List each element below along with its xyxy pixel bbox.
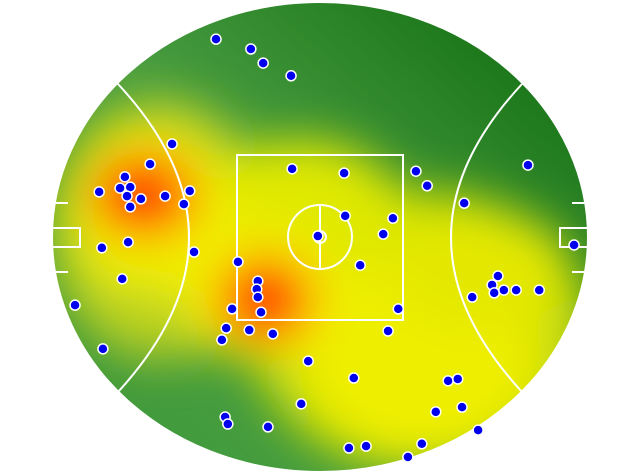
player-position <box>188 246 200 258</box>
player-position <box>302 355 314 367</box>
player-position <box>166 138 178 150</box>
player-position <box>210 33 222 45</box>
player-position <box>220 322 232 334</box>
player-position <box>452 373 464 385</box>
player-position <box>286 163 298 175</box>
player-position <box>119 171 131 183</box>
player-position <box>458 197 470 209</box>
player-position <box>410 165 422 177</box>
player-position <box>456 401 468 413</box>
player-position <box>222 418 234 430</box>
player-position <box>421 180 433 192</box>
player-position <box>522 159 534 171</box>
player-position <box>122 236 134 248</box>
player-position <box>392 303 405 315</box>
player-position <box>69 299 81 311</box>
player-position <box>124 201 137 213</box>
player-position <box>135 193 147 205</box>
field-markings <box>51 1 589 473</box>
player-position <box>226 303 238 315</box>
player-position <box>339 210 351 222</box>
player-position <box>568 239 580 251</box>
player-position <box>402 451 414 463</box>
player-position <box>116 273 128 285</box>
player-position <box>492 270 504 282</box>
player-position <box>178 198 190 210</box>
player-position <box>442 375 454 387</box>
player-position <box>159 190 171 202</box>
player-position <box>472 424 484 436</box>
player-position <box>93 186 105 198</box>
player-position <box>262 421 274 433</box>
player-position <box>466 291 478 303</box>
player-position <box>416 438 428 450</box>
player-position <box>257 57 269 69</box>
player-position <box>387 212 399 224</box>
heatmap <box>52 2 588 472</box>
player-position <box>232 256 244 268</box>
player-position <box>488 287 500 299</box>
player-position <box>295 398 307 410</box>
player-position <box>97 343 109 355</box>
player-position <box>498 284 510 296</box>
player-position <box>343 442 355 454</box>
player-position <box>252 291 264 303</box>
player-position <box>267 328 279 340</box>
player-position <box>354 259 366 271</box>
player-position <box>533 284 545 296</box>
player-position <box>377 228 389 240</box>
player-position <box>144 158 156 170</box>
player-position <box>285 70 297 82</box>
player-position <box>96 242 108 254</box>
player-position <box>216 334 228 346</box>
player-position <box>243 324 255 336</box>
player-position <box>382 325 394 337</box>
player-position <box>255 306 267 318</box>
player-position <box>510 284 522 296</box>
player-position <box>245 43 257 55</box>
player-position <box>348 372 360 384</box>
player-position <box>430 406 442 418</box>
player-position <box>184 185 196 197</box>
player-position <box>121 190 133 202</box>
player-position <box>312 230 324 242</box>
player-position <box>360 440 372 452</box>
player-position <box>338 167 350 179</box>
